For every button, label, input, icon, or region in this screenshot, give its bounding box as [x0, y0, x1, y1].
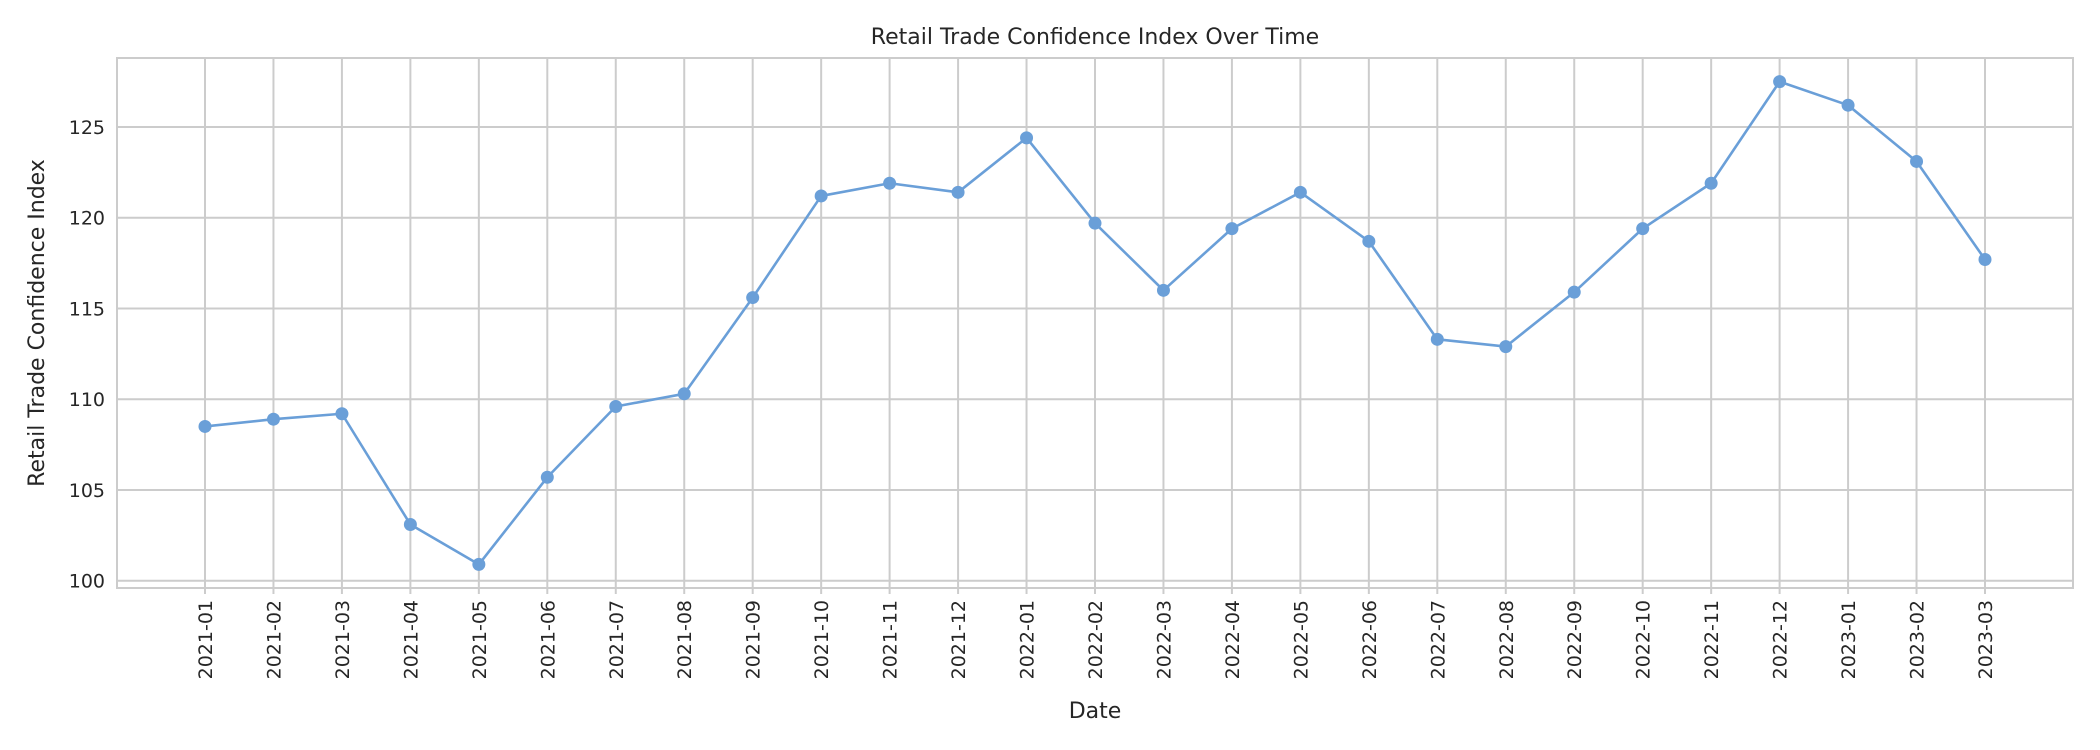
data-point — [1910, 154, 1924, 168]
x-tick-label: 2021-10 — [811, 600, 833, 679]
data-point — [951, 185, 965, 199]
data-point — [335, 407, 349, 421]
x-tick-label: 2022-08 — [1496, 600, 1518, 679]
data-point — [1020, 131, 1034, 145]
x-axis-label: Date — [1069, 699, 1122, 724]
x-tick-label: 2021-12 — [948, 600, 970, 679]
data-point — [1499, 340, 1513, 354]
data-point — [1430, 332, 1444, 346]
y-tick-label: 125 — [69, 117, 105, 139]
x-tick-label: 2022-02 — [1085, 600, 1107, 679]
data-point — [677, 387, 691, 401]
x-tick-label: 2022-01 — [1017, 600, 1039, 679]
x-tick-label: 2021-09 — [743, 600, 765, 679]
data-point — [1704, 176, 1718, 190]
x-tick-label: 2021-04 — [400, 600, 422, 679]
y-tick-label: 115 — [69, 298, 105, 320]
x-tick-label: 2022-09 — [1564, 600, 1586, 679]
x-tick-label: 2022-03 — [1153, 600, 1175, 679]
data-point — [1841, 98, 1855, 112]
x-tick-label: 2022-10 — [1633, 600, 1655, 679]
data-point — [540, 470, 554, 484]
x-tick-label: 2021-06 — [537, 600, 559, 679]
data-point — [1773, 75, 1787, 89]
data-point — [198, 419, 212, 433]
data-point — [1567, 285, 1581, 299]
x-tick-label: 2023-02 — [1907, 600, 1929, 679]
data-point — [1293, 185, 1307, 199]
x-tick-label: 2022-06 — [1359, 600, 1381, 679]
x-tick-label: 2022-07 — [1427, 600, 1449, 679]
data-point — [1225, 222, 1239, 236]
x-tick-label: 2021-08 — [674, 600, 696, 679]
x-axis-ticks: 2021-01 2021-02 2021-03 2021-04 2021-05 2021-… — [195, 588, 1997, 679]
y-tick-label: 105 — [69, 480, 105, 502]
data-point — [746, 291, 760, 305]
y-tick-label: 110 — [69, 389, 105, 411]
chart-title: Retail Trade Confidence Index Over Time — [871, 25, 1319, 50]
x-tick-label: 2022-04 — [1222, 600, 1244, 679]
x-tick-label: 2021-02 — [263, 600, 285, 679]
y-tick-label: 120 — [69, 208, 105, 230]
x-tick-label: 2021-05 — [469, 600, 491, 679]
x-tick-label: 2021-11 — [880, 600, 902, 679]
series — [198, 75, 1992, 571]
data-point — [883, 176, 897, 190]
x-tick-label: 2022-05 — [1290, 600, 1312, 679]
data-point — [609, 399, 623, 413]
y-axis-label: Retail Trade Confidence Index — [25, 159, 50, 487]
y-axis-ticks: 100 105 110 115 120 125 — [69, 117, 105, 593]
data-point — [1156, 283, 1170, 297]
x-tick-label: 2023-03 — [1975, 600, 1997, 679]
data-point — [1636, 222, 1650, 236]
data-point — [472, 557, 486, 571]
x-tick-label: 2022-11 — [1701, 600, 1723, 679]
x-tick-label: 2021-03 — [332, 600, 354, 679]
x-tick-label: 2021-07 — [606, 600, 628, 679]
x-tick-label: 2021-01 — [195, 600, 217, 679]
y-tick-label: 100 — [69, 571, 105, 593]
data-point — [1362, 234, 1376, 248]
data-point — [814, 189, 828, 203]
data-point — [1978, 252, 1992, 266]
data-point — [266, 412, 280, 426]
data-point — [403, 517, 417, 531]
x-tick-label: 2023-01 — [1838, 600, 1860, 679]
x-tick-label: 2022-12 — [1770, 600, 1792, 679]
grid — [117, 58, 2073, 588]
data-point — [1088, 216, 1102, 230]
